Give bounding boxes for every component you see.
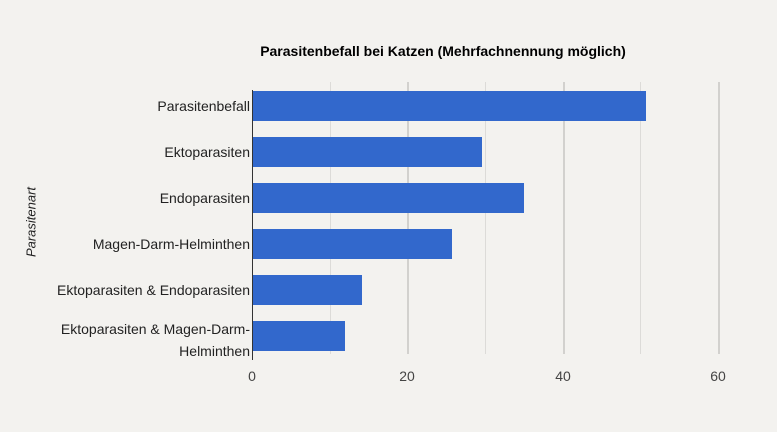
y-axis-line <box>252 90 253 360</box>
category-label: Parasitenbefall <box>157 98 250 114</box>
plot-area <box>252 82 752 360</box>
bar-ektoparasiten[interactable] <box>253 137 483 167</box>
bar-ekto-magen-darm[interactable] <box>253 321 345 351</box>
gridline <box>640 82 641 354</box>
bar-ekto-endo[interactable] <box>253 275 362 305</box>
gridline <box>407 82 409 354</box>
x-tick-label: 20 <box>399 368 415 384</box>
category-label: Helminthen <box>179 343 250 359</box>
category-label: Ektoparasiten <box>164 144 250 160</box>
chart-title: Parasitenbefall bei Katzen (Mehrfachnenn… <box>260 43 626 59</box>
category-label: Ektoparasiten & Magen-Darm- <box>60 321 250 337</box>
x-tick-label: 0 <box>248 368 256 384</box>
y-axis-label: Parasitenart <box>23 186 39 258</box>
x-tick-label: 60 <box>710 368 726 384</box>
x-tick-label: 40 <box>555 368 571 384</box>
gridline <box>485 82 486 354</box>
gridline <box>330 82 331 354</box>
gridline <box>718 82 720 354</box>
category-label: Magen-Darm-Helminthen <box>92 236 250 252</box>
bar-parasitenbefall[interactable] <box>253 91 646 121</box>
gridline <box>563 82 565 354</box>
bar-endoparasiten[interactable] <box>253 183 525 213</box>
bar-magen-darm-helminthen[interactable] <box>253 229 452 259</box>
category-label: Endoparasiten <box>159 190 250 206</box>
category-label: Ektoparasiten & Endoparasiten <box>56 282 250 298</box>
